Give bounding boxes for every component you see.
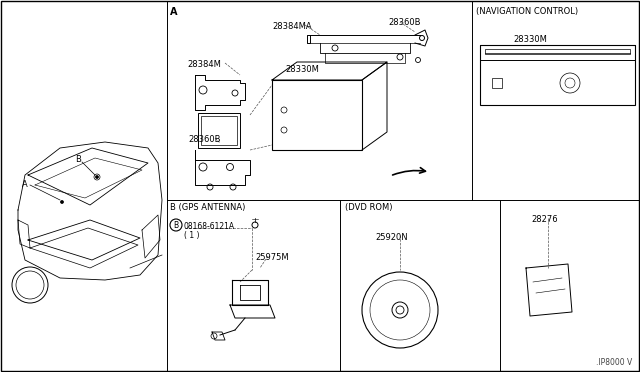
Text: 28384MA: 28384MA	[272, 22, 312, 31]
Circle shape	[95, 176, 99, 179]
Bar	[198, 113, 240, 148]
Text: B: B	[173, 221, 179, 230]
Text: .IP8000 V: .IP8000 V	[596, 358, 632, 367]
Text: 08168-6121A: 08168-6121A	[184, 222, 235, 231]
Bar	[485, 49, 630, 54]
Text: 25975M: 25975M	[255, 253, 289, 262]
Text: A: A	[170, 7, 177, 17]
Text: (DVD ROM): (DVD ROM)	[345, 203, 392, 212]
Bar	[480, 45, 635, 60]
Text: A: A	[22, 180, 28, 189]
Text: ( 1 ): ( 1 )	[184, 231, 200, 240]
Bar	[480, 45, 635, 105]
Text: B: B	[75, 155, 81, 164]
Text: B (GPS ANTENNA): B (GPS ANTENNA)	[170, 203, 245, 212]
Text: 28360B: 28360B	[188, 135, 221, 144]
Text: 25920N: 25920N	[376, 233, 408, 242]
Text: 28360B: 28360B	[388, 18, 420, 27]
Circle shape	[61, 201, 63, 203]
Bar	[272, 80, 362, 150]
Bar	[201, 116, 237, 145]
Text: 28330M: 28330M	[513, 35, 547, 44]
Text: (NAVIGATION CONTROL): (NAVIGATION CONTROL)	[476, 7, 578, 16]
Text: 28276: 28276	[532, 215, 558, 224]
Text: 28384M: 28384M	[187, 60, 221, 69]
Text: 28330M: 28330M	[285, 65, 319, 74]
Bar	[492, 78, 502, 88]
